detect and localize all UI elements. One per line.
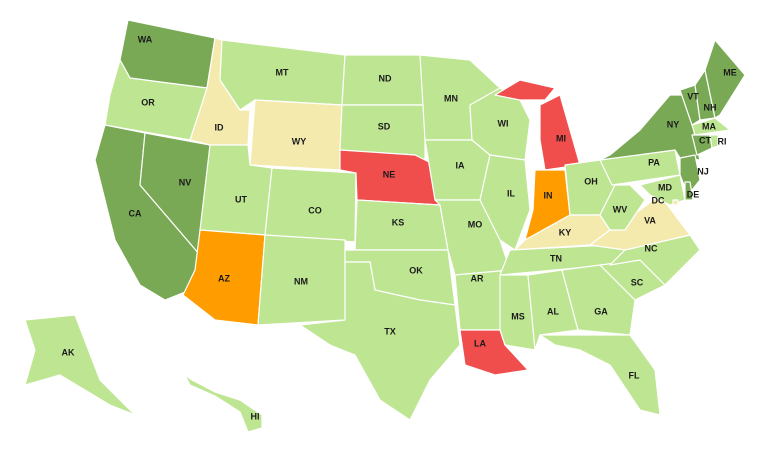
state (249, 99, 343, 171)
state-label: WV (613, 204, 628, 214)
state (709, 134, 719, 149)
state-label: TN (550, 253, 562, 263)
state-label: NM (294, 276, 308, 286)
state-label: VA (644, 215, 656, 225)
state-label: KS (392, 217, 405, 227)
state-label: MS (511, 311, 525, 321)
state-label: HI (251, 411, 260, 421)
state-label: DE (687, 189, 700, 199)
state-label: LA (474, 338, 486, 348)
state-label: NH (704, 102, 717, 112)
state-label: WY (292, 136, 307, 146)
state-label: OH (584, 176, 598, 186)
state-label: CT (699, 135, 711, 145)
state-label: DC (652, 195, 665, 205)
state-label: AR (471, 273, 484, 283)
state (119, 19, 216, 89)
state (704, 39, 746, 119)
state-label: UT (235, 194, 247, 204)
state-label: ND (379, 73, 392, 83)
state-label: TX (384, 326, 396, 336)
state (184, 374, 263, 433)
state (527, 269, 579, 351)
state-label: NV (179, 177, 192, 187)
state (691, 117, 731, 136)
state-label: WI (498, 118, 509, 128)
state-label: MA (702, 121, 716, 131)
state-label: MD (658, 182, 672, 192)
state-label: MI (556, 133, 566, 143)
state-label: SD (378, 121, 391, 131)
state-label: FL (629, 370, 640, 380)
state-label: MT (276, 67, 289, 77)
state-label: ME (723, 67, 737, 77)
state-label: NC (645, 243, 658, 253)
state-label: OK (409, 265, 423, 275)
state-label: OR (141, 97, 155, 107)
state-label: SC (631, 277, 644, 287)
state-label: RI (718, 136, 727, 146)
state-label: IN (544, 190, 553, 200)
state-label: AZ (218, 273, 230, 283)
state-label: CO (308, 205, 322, 215)
states (24, 19, 746, 433)
state (299, 261, 461, 421)
state-label: WA (138, 34, 153, 44)
state-label: CA (129, 208, 142, 218)
state (539, 334, 661, 416)
state-label: PA (648, 157, 660, 167)
state (672, 199, 679, 206)
state-label: IL (507, 188, 516, 198)
state-label: VT (687, 91, 699, 101)
state-label: KY (559, 227, 572, 237)
state-label: MN (444, 93, 458, 103)
state-label: IA (456, 160, 466, 170)
state-label: NY (667, 119, 680, 129)
state-label: AL (547, 306, 559, 316)
state-label: MO (468, 219, 483, 229)
state (24, 314, 136, 416)
state-label: GA (594, 306, 608, 316)
state-label: NE (383, 169, 396, 179)
state-labels: WA OR CA NV ID MT WY UT AZ CO NM ND SD NE KS OK TX MN IA WI… (62, 34, 737, 421)
state-label: AK (62, 347, 75, 357)
state-label: ID (215, 122, 225, 132)
state (684, 181, 694, 201)
state-label: NJ (697, 166, 709, 176)
state (499, 274, 536, 351)
